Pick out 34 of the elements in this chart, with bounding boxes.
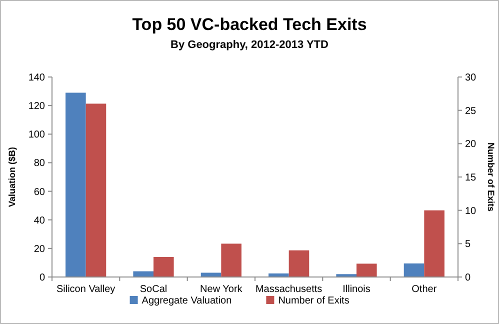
y2-tick-label: 10 — [465, 206, 477, 217]
y-tick-label: 0 — [39, 272, 46, 284]
y2-tick-label: 30 — [465, 72, 477, 84]
y2-tick-label: 0 — [465, 272, 471, 284]
y2-tick-label: 15 — [465, 172, 477, 184]
y-tick-label: 60 — [34, 186, 46, 198]
x-tick-label: New York — [200, 284, 244, 295]
legend-label: Aggregate Valuation — [142, 296, 232, 306]
y-tick-label: 100 — [28, 130, 46, 141]
y-tick-label: 120 — [28, 101, 46, 112]
y-tick-label: 80 — [34, 158, 46, 170]
y2-axis-title: Number of Exits — [486, 142, 496, 212]
legend-label: Number of Exits — [278, 296, 350, 306]
chart-title: Top 50 VC-backed Tech Exits — [132, 15, 367, 34]
y2-tick-label: 5 — [465, 239, 471, 250]
bar — [424, 210, 444, 277]
y2-tick-label: 25 — [465, 106, 477, 117]
x-tick-label: SoCal — [140, 284, 168, 295]
x-tick-label: Massachusetts — [255, 284, 322, 295]
bar — [288, 250, 310, 277]
chart-subtitle: By Geography, 2012-2013 YTD — [170, 39, 329, 51]
x-tick-label: Other — [412, 284, 438, 295]
bar — [356, 264, 377, 277]
bar — [154, 257, 174, 277]
x-tick-label: Silicon Valley — [56, 284, 116, 295]
y-tick-label: 20 — [34, 244, 46, 255]
x-tick-label: Illinois — [342, 284, 370, 295]
y-tick-label: 140 — [28, 72, 46, 84]
bar — [404, 263, 424, 277]
bar — [221, 244, 242, 277]
y2-tick-label: 20 — [465, 139, 477, 150]
bar — [200, 272, 222, 277]
y-tick-label: 40 — [34, 215, 46, 226]
y-axis-title: Valuation ($B) — [7, 146, 17, 208]
